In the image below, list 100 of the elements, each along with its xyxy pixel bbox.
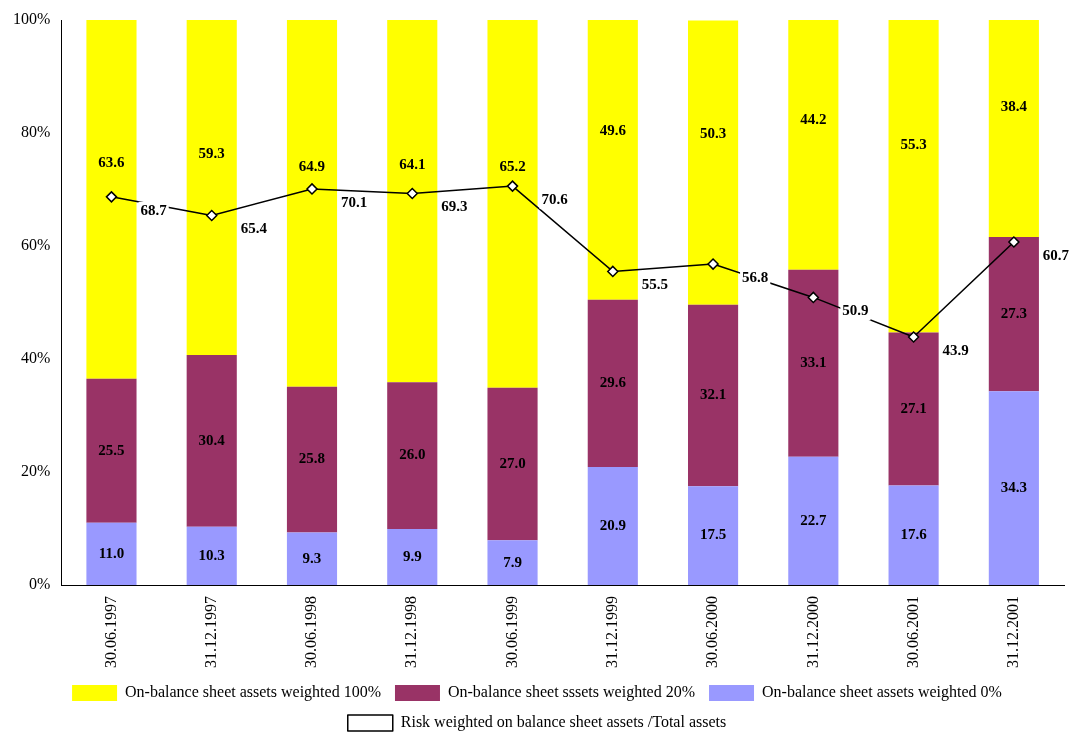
point — [807, 291, 820, 304]
bar — [988, 20, 1039, 237]
data-label: 34.3 — [1000, 478, 1027, 495]
bar — [86, 20, 137, 379]
data-label: 64.1 — [399, 155, 426, 172]
data-label: 63.6 — [98, 154, 126, 171]
data-label: 9.3 — [302, 549, 322, 566]
y-tick-label: 0% — [29, 575, 51, 593]
legend-label: On-balance sheet assets weighted 100% — [125, 683, 381, 702]
bar — [387, 529, 438, 585]
y-tick-label: 60% — [21, 236, 51, 254]
data-label: 9.9 — [402, 547, 422, 564]
data-label: 55.5 — [641, 276, 669, 293]
bar — [186, 526, 237, 585]
data-label: 29.6 — [599, 374, 627, 391]
bar — [988, 236, 1039, 392]
data-label: 33.1 — [800, 354, 827, 371]
data-label: 44.2 — [800, 110, 827, 127]
data-label: 27.3 — [1000, 304, 1027, 321]
legend-label: On-balance sheet assets weighted 0% — [762, 683, 1002, 702]
point — [607, 265, 619, 278]
data-label: 27.1 — [900, 399, 927, 416]
bar — [587, 20, 638, 300]
data-label: 10.3 — [198, 546, 225, 563]
data-label: 30.4 — [198, 431, 226, 448]
point — [406, 187, 419, 200]
x-tick-label: 30.06.2000 — [703, 596, 721, 668]
y-tick-label: 20% — [21, 462, 51, 480]
data-label: 56.8 — [742, 268, 769, 285]
data-label: 20.9 — [599, 516, 626, 533]
data-label: 49.6 — [599, 122, 627, 139]
x-tick-label: 31.12.2001 — [1004, 596, 1022, 668]
data-label: 64.9 — [298, 157, 326, 174]
data-label: 17.6 — [900, 526, 928, 543]
bar — [888, 20, 939, 333]
bar — [988, 391, 1039, 585]
data-label: 22.7 — [800, 511, 827, 528]
x-tick-label: 31.12.1999 — [603, 596, 620, 668]
y-tick-label: 80% — [21, 123, 51, 141]
bar — [688, 304, 739, 487]
data-label: 11.0 — [98, 544, 125, 561]
bar — [587, 466, 638, 585]
data-label: 43.9 — [942, 341, 969, 358]
y-tick-label: 100% — [13, 10, 51, 28]
data-label: 70.1 — [341, 193, 368, 210]
data-label: 60.7 — [1042, 246, 1070, 263]
data-label: 55.3 — [900, 135, 927, 152]
point — [205, 209, 218, 222]
x-tick-label: 31.12.2000 — [803, 596, 821, 668]
bar — [788, 269, 839, 457]
legend-label: On-balance sheet sssets weighted 20% — [447, 683, 696, 702]
data-label: 27.0 — [499, 454, 526, 471]
data-label: 38.4 — [1000, 97, 1028, 114]
bar — [86, 378, 137, 523]
data-label: 70.6 — [541, 190, 569, 207]
data-label: 17.5 — [699, 526, 727, 543]
bar — [888, 332, 939, 486]
data-label: 50.9 — [842, 302, 869, 319]
point — [707, 258, 719, 270]
data-label: 59.3 — [198, 144, 225, 161]
bar — [788, 20, 839, 270]
point — [1008, 236, 1020, 248]
data-label: 65.4 — [240, 220, 268, 237]
bar — [286, 386, 338, 533]
bar — [186, 20, 237, 356]
data-label: 50.3 — [699, 125, 727, 142]
point — [306, 183, 318, 195]
y-tick-label: 40% — [21, 349, 51, 367]
x-tick-label: 31.12.1997 — [201, 596, 219, 668]
bar — [788, 456, 839, 585]
legend-label: Risk weighted on balance sheet assets /Total assets — [400, 713, 727, 732]
bar — [86, 522, 137, 585]
data-label: 25.5 — [98, 441, 125, 458]
point — [506, 180, 519, 192]
data-label: 68.7 — [140, 201, 168, 218]
bar — [688, 20, 739, 305]
data-label: 69.3 — [441, 198, 468, 215]
bar — [286, 532, 338, 585]
x-tick-label: 30.06.1997 — [101, 596, 119, 668]
x-tick-label: 30.06.2001 — [903, 596, 921, 668]
bar — [487, 20, 538, 388]
x-tick-label: 30.06.1998 — [302, 596, 320, 668]
data-label: 65.2 — [499, 157, 526, 174]
bar — [688, 486, 739, 585]
bar — [186, 355, 237, 527]
bar — [587, 299, 638, 467]
data-label: 26.0 — [399, 446, 426, 463]
point — [105, 191, 118, 203]
data-label: 32.1 — [699, 386, 727, 403]
data-label: 25.8 — [298, 450, 326, 467]
data-label: 7.9 — [503, 553, 522, 570]
bar — [286, 20, 338, 387]
bar — [487, 540, 538, 585]
x-tick-label: 30.06.1999 — [502, 596, 520, 668]
bar — [487, 387, 538, 541]
point — [907, 331, 920, 343]
x-tick-label: 31.12.1998 — [402, 596, 420, 668]
bar — [387, 382, 438, 530]
bar — [387, 20, 438, 383]
bar — [888, 485, 939, 585]
